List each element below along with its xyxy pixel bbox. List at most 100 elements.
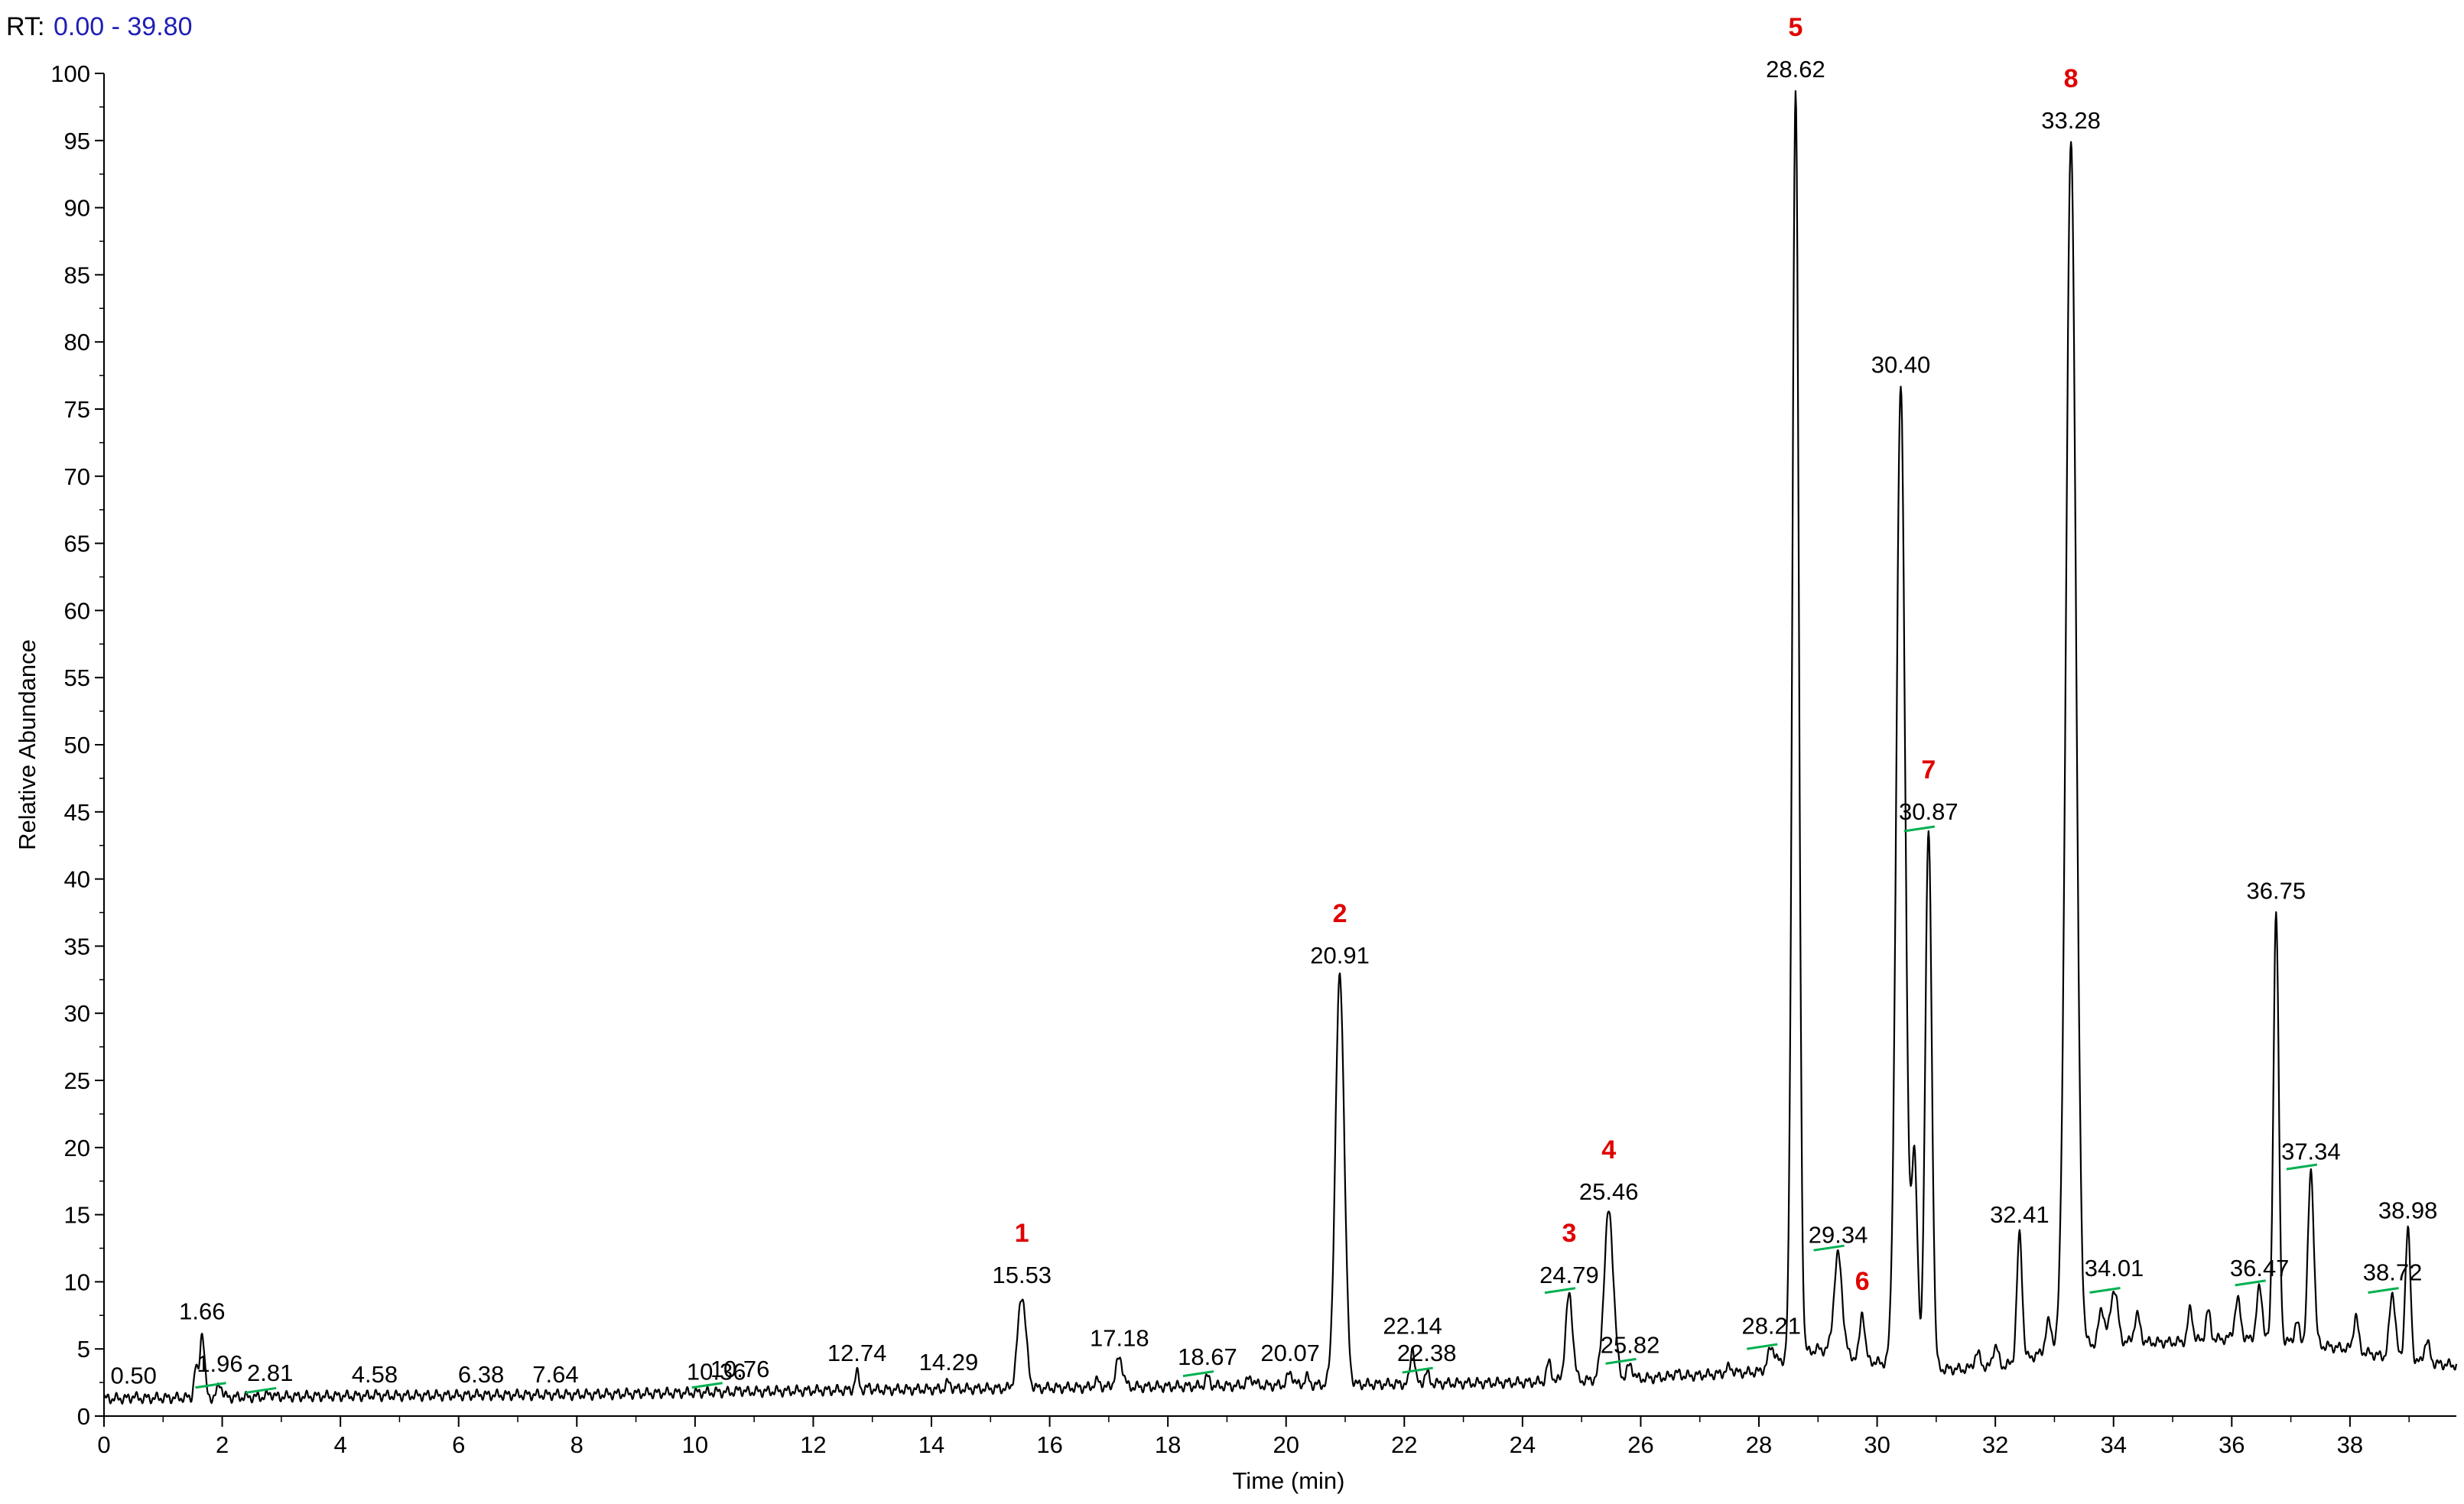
peak-label: 0.50 [110,1363,156,1389]
peak-label: 22.14 [1383,1313,1442,1340]
y-axis-ticks: 0 5 10 15 20 25 30 35 40 45 50 55 60 65 70 75 80 85 90 95 10… [50,60,104,1430]
peak-number-annotation: 2 [1333,899,1347,928]
peak-number-annotation: 6 [1855,1267,1870,1296]
x-axis-ticks: 0 2 4 6 8 10 12 14 16 18 20 22 24 26 28 30 32 34 36 38 [97,1416,2410,1458]
peak-label: 25.46 [1579,1178,1639,1205]
peak-label: 6.38 [458,1361,504,1388]
y-tick-label: 45 [64,799,90,826]
baseline-marker [1182,1370,1214,1378]
baseline-marker [691,1382,723,1389]
peak-label: 10.76 [710,1356,770,1382]
x-tick-label: 6 [452,1431,465,1458]
peak-number-annotation: 4 [1601,1135,1616,1165]
baseline-marker [1813,1244,1845,1252]
y-tick-label: 95 [64,128,90,154]
peak-label: 37.34 [2281,1138,2341,1165]
peak-label: 28.21 [1741,1313,1801,1340]
y-tick-label: 55 [64,664,90,691]
peak-label: 1.96 [197,1350,242,1377]
y-tick-label: 100 [50,60,90,87]
x-tick-label: 16 [1036,1431,1062,1458]
peak-label: 38.98 [2378,1197,2438,1224]
y-tick-label: 25 [64,1067,90,1094]
y-tick-label: 30 [64,1000,90,1027]
peak-number-annotation: 5 [1788,13,1802,42]
peak-label: 38.72 [2363,1259,2423,1285]
y-tick-label: 75 [64,396,90,423]
peak-annotations: 1 2 3 4 5 6 7 8 [1015,13,2079,1296]
x-tick-label: 26 [1627,1431,1653,1458]
peak-label: 17.18 [1090,1324,1149,1351]
x-tick-label: 14 [918,1431,944,1458]
peak-label: 28.62 [1766,56,1825,83]
peak-label: 30.40 [1871,351,1931,378]
peak-label: 29.34 [1809,1221,1868,1248]
baseline-marker [1402,1366,1433,1374]
peak-label: 18.67 [1178,1343,1237,1370]
peak-label: 36.47 [2230,1255,2290,1281]
y-tick-label: 60 [64,597,90,624]
rt-range: 0.00 - 39.80 [54,12,192,41]
peak-number-annotation: 7 [1921,755,1936,784]
y-tick-label: 0 [77,1403,90,1430]
x-tick-label: 4 [334,1431,347,1458]
peak-label: 32.41 [1990,1201,2050,1228]
x-tick-label: 12 [800,1431,826,1458]
y-tick-label: 20 [64,1135,90,1161]
y-tick-label: 40 [64,866,90,893]
peak-label: 10.36 [687,1358,746,1385]
y-tick-label: 90 [64,195,90,222]
y-tick-label: 85 [64,261,90,288]
x-tick-label: 32 [1982,1431,2008,1458]
rt-label: RT: [6,12,44,41]
peak-label: 1.66 [179,1298,225,1324]
baseline-marker [195,1382,226,1389]
y-tick-label: 5 [77,1336,90,1363]
x-tick-label: 8 [570,1431,583,1458]
baseline-marker [245,1386,277,1394]
x-tick-label: 2 [216,1431,229,1458]
x-tick-label: 10 [682,1431,708,1458]
y-tick-label: 65 [64,531,90,557]
peak-label: 14.29 [919,1349,979,1376]
x-tick-label: 28 [1746,1431,1772,1458]
x-axis-title: Time (min) [1233,1467,1345,1494]
x-tick-label: 24 [1510,1431,1536,1458]
peak-label: 2.81 [247,1359,293,1386]
baseline-marker [1747,1343,1778,1350]
y-tick-label: 80 [64,329,90,356]
peak-label: 20.07 [1260,1340,1320,1366]
peak-label: 4.58 [352,1361,398,1388]
peak-label: 20.91 [1310,942,1370,969]
baseline-marker [2286,1163,2318,1171]
peak-label: 34.01 [2085,1255,2144,1281]
chromatogram-trace [103,90,2458,1405]
x-tick-label: 36 [2219,1431,2245,1458]
peak-label: 24.79 [1539,1262,1599,1288]
baseline-marker [1605,1357,1637,1365]
peak-number-annotation: 3 [1562,1219,1576,1248]
peak-number-annotation: 1 [1015,1219,1029,1248]
y-tick-label: 35 [64,933,90,960]
x-tick-label: 34 [2100,1431,2126,1458]
peak-label: 36.75 [2246,878,2306,905]
x-tick-label: 0 [97,1431,110,1458]
y-tick-label: 70 [64,463,90,490]
y-tick-label: 15 [64,1202,90,1229]
x-tick-label: 30 [1864,1431,1890,1458]
baseline-marker [1903,825,1936,833]
peak-label: 22.38 [1397,1340,1457,1366]
peak-label: 25.82 [1601,1331,1660,1358]
peak-label: 33.28 [2041,107,2101,134]
baseline-marker [2235,1279,2266,1287]
y-tick-label: 50 [64,732,90,758]
baseline-marker [1544,1287,1576,1294]
peak-number-annotation: 8 [2064,64,2079,93]
x-tick-label: 22 [1391,1431,1417,1458]
peak-label: 7.64 [532,1361,578,1388]
x-tick-label: 38 [2337,1431,2363,1458]
x-tick-label: 20 [1273,1431,1299,1458]
